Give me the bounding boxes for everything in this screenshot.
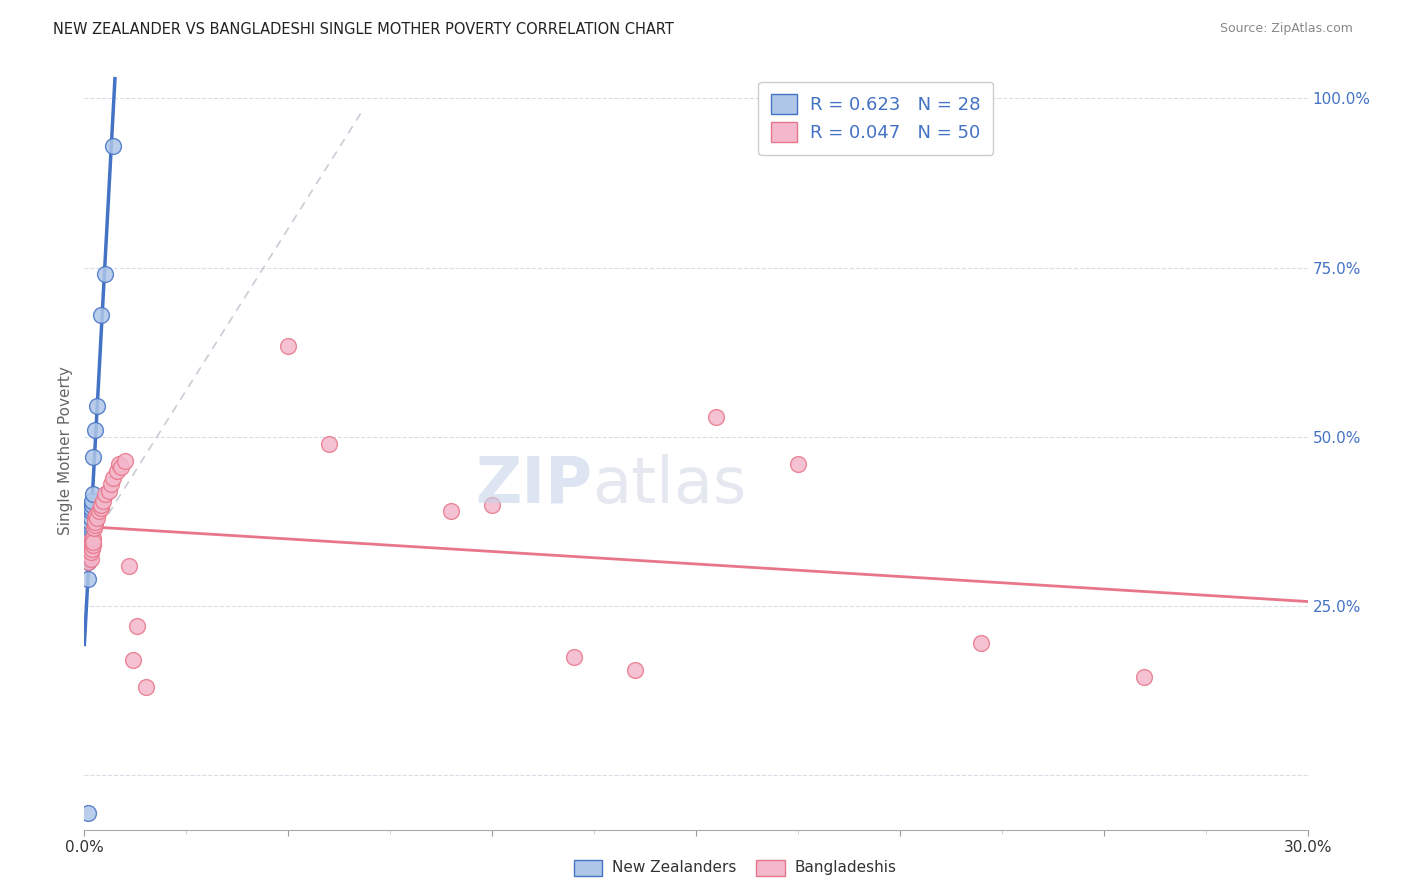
Point	[77, 572, 100, 586]
Point	[79, 524, 101, 539]
Point	[624, 664, 647, 678]
Text: Source: ZipAtlas.com: Source: ZipAtlas.com	[1219, 22, 1353, 36]
Text: atlas: atlas	[592, 453, 747, 516]
Point	[87, 504, 110, 518]
Point	[83, 423, 105, 437]
Point	[80, 504, 103, 518]
Point	[80, 498, 103, 512]
Point	[1133, 670, 1156, 684]
Text: ZIP: ZIP	[475, 453, 592, 516]
Point	[318, 436, 340, 450]
Point	[82, 534, 104, 549]
Point	[93, 487, 115, 501]
Point	[79, 545, 101, 559]
Point	[80, 541, 103, 556]
Point	[79, 538, 101, 552]
Point	[77, 532, 100, 546]
Point	[76, 538, 98, 552]
Point	[86, 400, 108, 414]
Point	[83, 517, 105, 532]
Point	[105, 464, 128, 478]
Y-axis label: Single Mother Poverty: Single Mother Poverty	[58, 366, 73, 535]
Point	[101, 470, 124, 484]
Point	[83, 511, 105, 525]
Point	[706, 409, 728, 424]
Point	[76, 555, 98, 569]
Point	[77, 549, 100, 563]
Point	[79, 532, 101, 546]
Point	[787, 457, 810, 471]
Point	[118, 558, 141, 573]
Point	[80, 538, 103, 552]
Point	[277, 338, 299, 352]
Point	[80, 534, 103, 549]
Point	[86, 511, 108, 525]
Point	[77, 541, 100, 556]
Text: Bangladeshis: Bangladeshis	[794, 860, 897, 874]
Point	[110, 460, 132, 475]
Point	[90, 308, 112, 322]
Point	[440, 504, 463, 518]
Text: New Zealanders: New Zealanders	[612, 860, 735, 874]
Text: NEW ZEALANDER VS BANGLADESHI SINGLE MOTHER POVERTY CORRELATION CHART: NEW ZEALANDER VS BANGLADESHI SINGLE MOTH…	[53, 22, 675, 37]
Point	[481, 498, 503, 512]
Point	[79, 521, 101, 535]
Point	[97, 484, 120, 499]
Point	[80, 494, 103, 508]
Point	[90, 498, 112, 512]
Point	[90, 501, 112, 516]
Point	[77, 538, 100, 552]
Point	[80, 501, 103, 516]
Point	[77, 551, 100, 566]
Point	[77, 534, 100, 549]
Point	[80, 551, 103, 566]
Point	[77, 555, 100, 569]
Point	[82, 450, 104, 465]
Point	[76, 805, 98, 820]
Point	[114, 453, 136, 467]
Point	[82, 532, 104, 546]
Point	[84, 508, 107, 522]
Legend: R = 0.623   N = 28, R = 0.047   N = 50: R = 0.623 N = 28, R = 0.047 N = 50	[758, 81, 993, 154]
Point	[77, 538, 100, 552]
Point	[76, 545, 98, 559]
Point	[93, 268, 115, 282]
Point	[79, 515, 101, 529]
Point	[77, 534, 100, 549]
Point	[77, 545, 100, 559]
Point	[91, 494, 114, 508]
Point	[100, 477, 122, 491]
Point	[82, 487, 104, 501]
Point	[101, 138, 124, 153]
Point	[83, 521, 105, 535]
Point	[82, 538, 104, 552]
Point	[122, 653, 145, 667]
Point	[80, 545, 103, 559]
Point	[79, 517, 101, 532]
Point	[77, 541, 100, 556]
Point	[108, 457, 131, 471]
Point	[76, 545, 98, 559]
Point	[80, 511, 103, 525]
Point	[562, 649, 585, 664]
Point	[135, 681, 157, 695]
Point	[970, 636, 993, 650]
Point	[84, 515, 107, 529]
Point	[77, 538, 100, 552]
Point	[79, 528, 101, 542]
Point	[127, 619, 149, 633]
